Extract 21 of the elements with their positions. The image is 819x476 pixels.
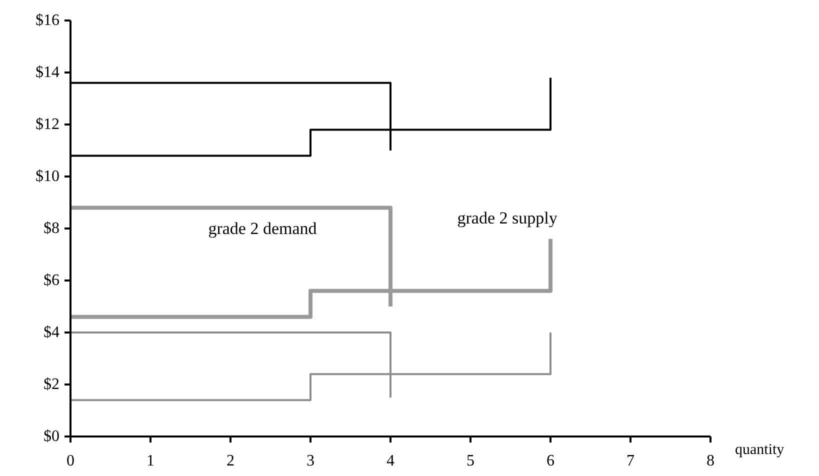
y-tick-label: $2 xyxy=(44,376,60,393)
y-tick-label: $16 xyxy=(36,12,60,29)
y-tick-label: $12 xyxy=(36,116,60,133)
x-tick-label: 2 xyxy=(226,452,234,470)
y-tick-label: $8 xyxy=(44,220,60,237)
x-tick-label: 7 xyxy=(626,452,634,470)
x-tick-label: 1 xyxy=(146,452,154,470)
x-tick-label: 0 xyxy=(66,452,74,470)
x-tick-label: 8 xyxy=(706,452,714,470)
x-axis-title: quantity xyxy=(735,441,784,460)
x-tick-label: 5 xyxy=(466,452,474,470)
y-tick-label: $6 xyxy=(44,272,60,289)
y-tick-label: $10 xyxy=(36,168,60,185)
x-tick-label: 4 xyxy=(386,452,394,470)
annotation: grade 2 supply xyxy=(457,208,558,228)
x-tick-label: 3 xyxy=(306,452,314,470)
annotation: grade 2 demand xyxy=(208,219,318,238)
y-tick-label: $14 xyxy=(36,64,60,81)
y-tick-label: $0 xyxy=(44,428,60,445)
x-tick-label: 6 xyxy=(546,452,554,470)
y-tick-label: $4 xyxy=(44,324,60,341)
